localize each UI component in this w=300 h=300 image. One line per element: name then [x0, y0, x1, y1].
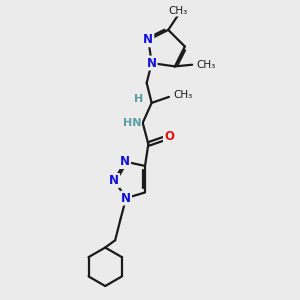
Text: N: N: [120, 155, 130, 168]
Text: N: N: [109, 174, 119, 187]
Text: N: N: [147, 57, 157, 70]
Text: N: N: [121, 192, 131, 205]
Text: O: O: [164, 130, 174, 143]
Text: HN: HN: [122, 118, 141, 128]
Text: H: H: [134, 94, 144, 104]
Text: CH₃: CH₃: [173, 90, 193, 100]
Text: CH₃: CH₃: [169, 6, 188, 16]
Text: N: N: [143, 33, 153, 46]
Text: CH₃: CH₃: [196, 60, 215, 70]
